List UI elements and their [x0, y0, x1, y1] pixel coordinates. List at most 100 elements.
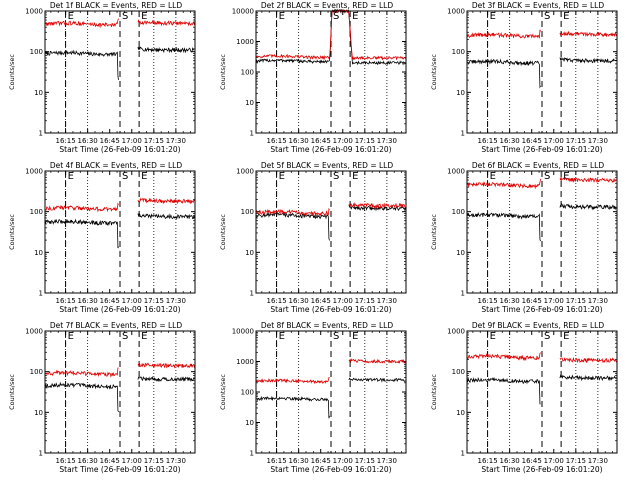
x-tick-label: 17:15	[355, 297, 375, 305]
plot-frame	[466, 10, 618, 134]
y-tick-label: 1	[39, 450, 43, 458]
series-events-trace	[137, 375, 195, 383]
marker-label: E	[141, 11, 147, 22]
marker-label: S	[122, 171, 128, 182]
x-tick-label: 17:30	[588, 137, 608, 145]
marker-label: E	[279, 331, 285, 342]
y-tick-label: 1000	[25, 328, 43, 336]
x-tick-label: 17:15	[355, 457, 375, 465]
x-tick-label: 16:15	[266, 457, 286, 465]
x-tick-label: 17:15	[144, 137, 164, 145]
series-events-trace	[348, 377, 406, 383]
y-axis-label: Counts/sec	[430, 54, 438, 90]
marker-label: E	[279, 171, 285, 182]
y-tick-label: 10	[34, 409, 43, 417]
x-tick-label: 17:00	[544, 137, 564, 145]
x-tick-label: 17:00	[333, 297, 353, 305]
x-tick-label: 17:15	[566, 137, 586, 145]
x-tick-label: 16:45	[522, 457, 542, 465]
marker-label: E	[490, 331, 496, 342]
x-axis-label: Start Time (26-Feb-09 16:01:20)	[270, 145, 391, 154]
panel-det-7f: Det 7f BLACK = Events, RED = LLD Counts/s…	[8, 321, 196, 474]
x-tick-label: 17:00	[122, 297, 142, 305]
series-events-trace	[255, 395, 330, 419]
y-tick-label: 1	[39, 290, 43, 298]
y-tick-label: 1	[461, 450, 465, 458]
panel-title: Det 1f BLACK = Events, RED = LLD	[50, 1, 183, 10]
x-tick-label: 17:15	[355, 137, 375, 145]
series-lld-trace	[137, 197, 195, 205]
series-lld-trace	[466, 29, 541, 39]
x-tick-label: 16:45	[311, 137, 331, 145]
x-tick-label: 17:30	[377, 297, 397, 305]
x-tick-label: 17:30	[166, 297, 186, 305]
plot-frame	[466, 330, 618, 454]
y-tick-label: 1	[461, 130, 465, 138]
y-tick-label: 10	[245, 419, 254, 427]
x-tick-label: 16:30	[289, 137, 309, 145]
y-tick-label: 1000	[25, 8, 43, 16]
panel-det-4f: Det 4f BLACK = Events, RED = LLD Counts/s…	[8, 161, 196, 314]
y-axis-label: Counts/sec	[8, 374, 16, 410]
series-lld-trace	[348, 202, 406, 210]
x-tick-label: 16:45	[311, 457, 331, 465]
x-tick-label: 17:00	[333, 137, 353, 145]
series-lld-trace	[255, 207, 330, 217]
series-events-trace	[44, 218, 119, 249]
y-tick-label: 1000	[447, 8, 465, 16]
marker-label: E	[68, 331, 74, 342]
y-tick-label: 100	[241, 208, 254, 216]
x-tick-label: 16:15	[266, 297, 286, 305]
y-axis-label: Counts/sec	[219, 374, 227, 410]
plot-frame	[44, 330, 196, 454]
x-axis-label: Start Time (26-Feb-09 16:01:20)	[59, 305, 180, 314]
y-tick-label: 1000	[447, 328, 465, 336]
plot-frame	[255, 10, 407, 134]
x-tick-label: 16:15	[55, 457, 75, 465]
y-tick-label: 100	[452, 48, 465, 56]
y-tick-label: 1	[250, 450, 254, 458]
x-axis-label: Start Time (26-Feb-09 16:01:20)	[481, 465, 602, 474]
x-tick-label: 16:15	[477, 137, 497, 145]
x-tick-label: 17:00	[333, 457, 353, 465]
series-events-trace	[137, 213, 195, 220]
marker-label: E	[141, 331, 147, 342]
x-tick-label: 17:30	[166, 137, 186, 145]
y-axis-label: Counts/sec	[430, 214, 438, 250]
series-events-trace	[466, 376, 541, 405]
marker-label: E	[563, 11, 569, 22]
x-tick-label: 16:30	[500, 137, 520, 145]
marker-label: E	[141, 171, 147, 182]
y-tick-label: 100	[30, 368, 43, 376]
series-lld-trace	[466, 178, 541, 190]
marker-label: E	[563, 331, 569, 342]
x-tick-label: 17:00	[122, 457, 142, 465]
y-axis-label: Counts/sec	[8, 214, 16, 250]
panel-title: Det 8f BLACK = Events, RED = LLD	[261, 321, 394, 330]
series-events-trace	[348, 205, 406, 212]
marker-label: E	[563, 171, 569, 182]
series-events-trace	[559, 203, 617, 211]
series-events-trace	[466, 212, 541, 242]
panel-title: Det 7f BLACK = Events, RED = LLD	[50, 321, 183, 330]
series-lld-trace	[348, 358, 406, 364]
x-axis-label: Start Time (26-Feb-09 16:01:20)	[59, 145, 180, 154]
y-axis-label: Counts/sec	[219, 214, 227, 250]
y-tick-label: 10	[34, 249, 43, 257]
x-tick-label: 16:45	[311, 297, 331, 305]
x-tick-label: 17:15	[144, 297, 164, 305]
marker-label: S	[544, 11, 550, 22]
x-axis-label: Start Time (26-Feb-09 16:01:20)	[270, 305, 391, 314]
x-tick-label: 16:30	[500, 297, 520, 305]
y-tick-label: 10	[245, 99, 254, 107]
y-tick-label: 1000	[236, 358, 254, 366]
x-axis-label: Start Time (26-Feb-09 16:01:20)	[270, 465, 391, 474]
y-tick-label: 100	[452, 368, 465, 376]
series-events-trace	[559, 374, 617, 382]
y-tick-label: 1000	[236, 168, 254, 176]
y-tick-label: 100	[241, 389, 254, 397]
x-tick-label: 17:15	[566, 297, 586, 305]
x-tick-label: 16:45	[100, 457, 120, 465]
series-lld-trace	[559, 176, 617, 184]
